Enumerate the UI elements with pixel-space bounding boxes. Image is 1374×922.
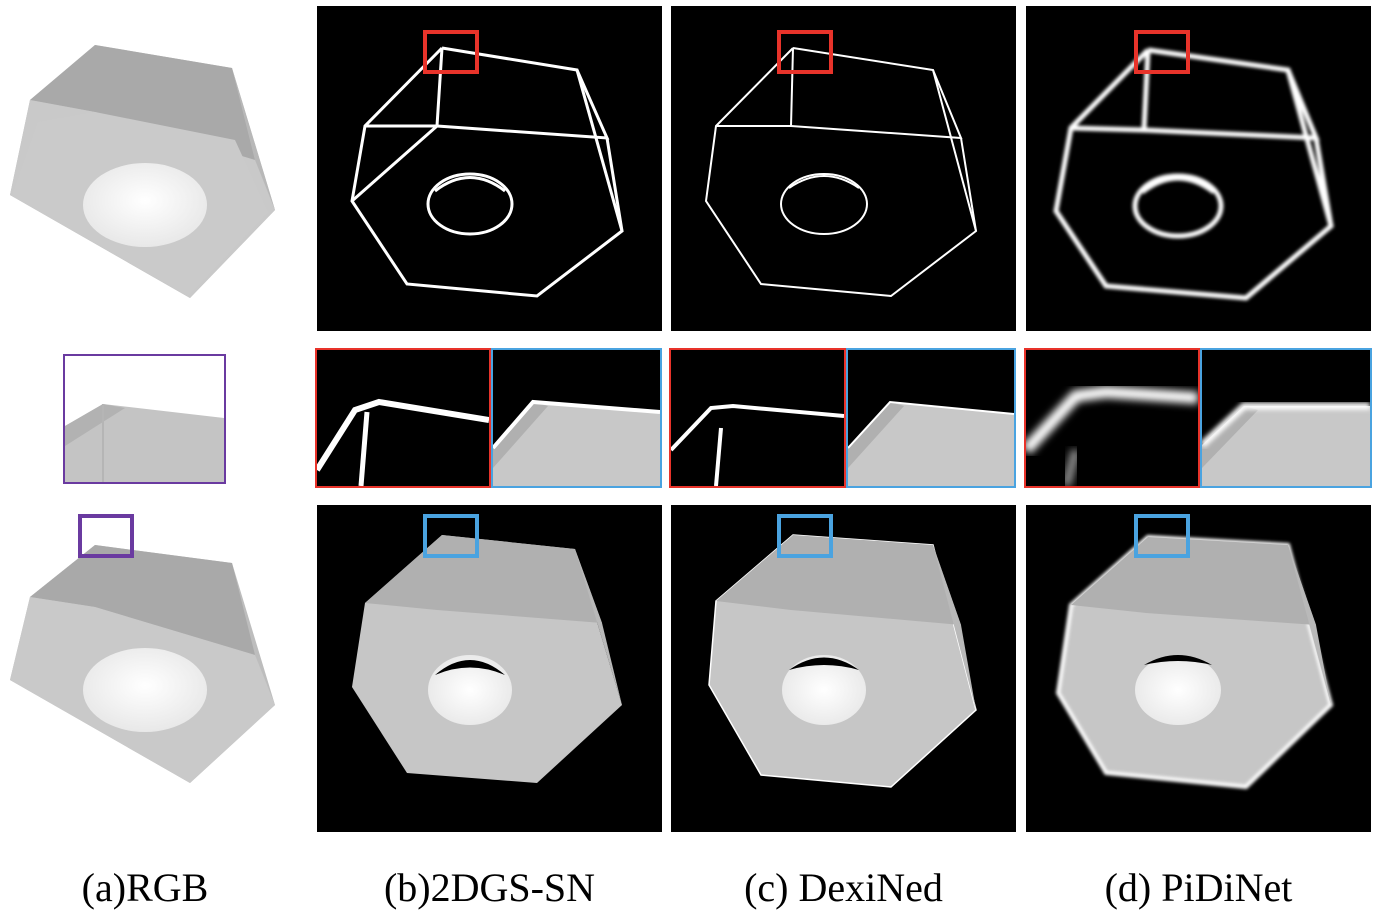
blue-roi-box — [423, 514, 479, 558]
edge-map-pidinet — [1026, 6, 1371, 331]
rgb-roi-box — [78, 514, 134, 558]
zoom-red-dexined — [669, 348, 846, 488]
edge-map-dexined — [671, 6, 1016, 331]
red-roi-box — [777, 30, 833, 74]
caption-pidinet: (d) PiDiNet — [1104, 865, 1293, 910]
red-roi-box — [1134, 30, 1190, 74]
caption-dexined: (c) DexiNed — [744, 865, 943, 910]
render-pidinet — [1026, 505, 1371, 832]
zoom-blue-pidinet — [1200, 348, 1372, 488]
rgb-top-image — [0, 0, 300, 330]
zoom-red-pidinet — [1024, 348, 1200, 488]
rgb-zoom-inset — [63, 354, 226, 484]
zoom-blue-dexined — [846, 348, 1016, 488]
red-roi-box — [423, 30, 479, 74]
caption-rgb: (a)RGB — [81, 865, 209, 910]
zoom-red-2dgs-sn — [315, 348, 491, 488]
blue-roi-box — [777, 514, 833, 558]
render-2dgs-sn — [317, 505, 662, 832]
edge-map-2dgs-sn — [317, 6, 662, 331]
zoom-blue-2dgs-sn — [491, 348, 662, 488]
caption-2dgs-sn: (b)2DGS-SN — [383, 865, 596, 910]
render-dexined — [671, 505, 1016, 832]
rgb-bottom-image — [0, 505, 300, 835]
blue-roi-box — [1134, 514, 1190, 558]
